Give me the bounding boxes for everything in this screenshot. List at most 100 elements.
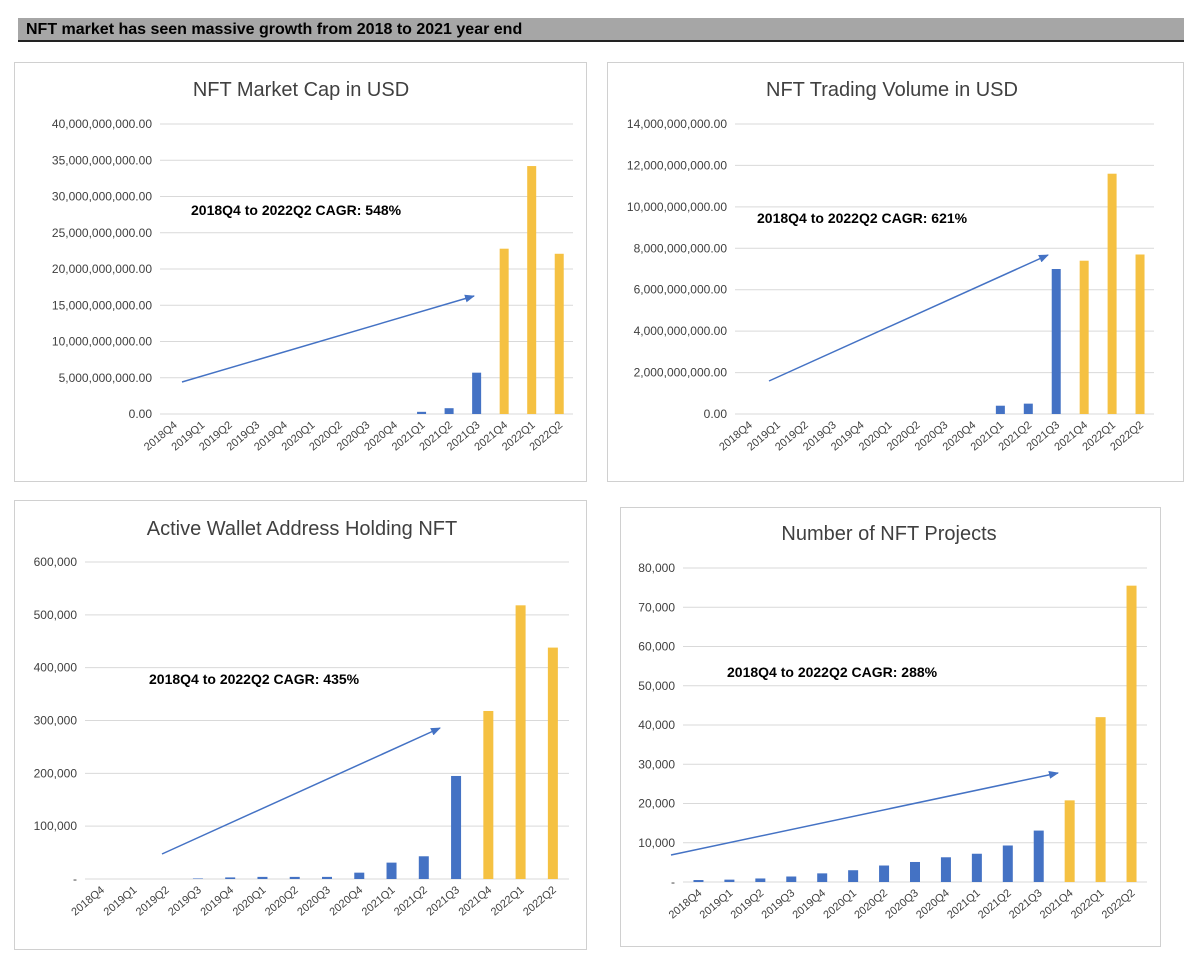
y-tick-label: 600,000: [34, 555, 78, 569]
chart-market-cap: NFT Market Cap in USD 0.00 5,000,000,000.0…: [52, 79, 573, 453]
bar-2021Q4: [1079, 260, 1089, 414]
x-tick-label: 2020Q1: [231, 884, 269, 918]
x-tick-label: 2020Q1: [821, 887, 859, 921]
x-tick-label: 2020Q2: [852, 887, 890, 921]
bar-2018Q4: [693, 880, 704, 882]
bar-2019Q4: [225, 877, 236, 879]
x-tick-label: 2022Q2: [521, 884, 559, 918]
bar-2021Q2: [444, 408, 454, 414]
y-tick-label: 70,000: [638, 600, 675, 614]
y-tick-label: 10,000,000,000.00: [52, 335, 152, 349]
bar-2022Q2: [1126, 585, 1137, 882]
y-tick-label: 4,000,000,000.00: [634, 324, 728, 338]
bar-2020Q4: [354, 872, 365, 879]
x-tick-label: 2021Q1: [360, 884, 398, 918]
cagr-annotation: 2018Q4 to 2022Q2 CAGR: 548%: [191, 202, 402, 218]
bar-2019Q4: [817, 873, 828, 882]
y-tick-label: 80,000: [638, 561, 675, 575]
x-tick-label: 2019Q2: [729, 887, 767, 921]
bar-2021Q1: [971, 853, 982, 882]
y-tick-label: 5,000,000,000.00: [59, 371, 153, 385]
bar-2022Q2: [554, 253, 564, 414]
bar-2020Q1: [257, 876, 268, 879]
y-tick-label: 20,000,000,000.00: [52, 262, 152, 276]
x-tick-label: 2022Q1: [489, 884, 527, 918]
x-tick-label: 2019Q3: [759, 887, 797, 921]
x-tick-label: 2018Q4: [667, 887, 705, 921]
chart-title: Active Wallet Address Holding NFT: [147, 518, 457, 540]
trend-arrow: [768, 254, 1049, 382]
bar-2020Q1: [848, 870, 859, 882]
x-tick-label: 2019Q1: [102, 884, 140, 918]
bar-2021Q3: [472, 372, 482, 414]
bar-2021Q1: [417, 411, 427, 414]
bar-2021Q4: [499, 248, 509, 414]
y-tick-label: 35,000,000,000.00: [52, 153, 152, 167]
chart-trading-volume: NFT Trading Volume in USD 0.00 2,000,000,0…: [627, 79, 1154, 453]
y-tick-label: 400,000: [34, 661, 78, 675]
chart-title: NFT Market Cap in USD: [193, 79, 409, 101]
bar-2021Q2: [1023, 403, 1033, 414]
bar-2022Q2: [1135, 254, 1145, 414]
x-tick-label: 2018Q4: [69, 884, 107, 918]
y-tick-label: 20,000: [638, 797, 675, 811]
x-tick-label: 2021Q3: [1007, 887, 1045, 921]
bar-2020Q3: [910, 861, 920, 882]
cagr-annotation: 2018Q4 to 2022Q2 CAGR: 621%: [757, 210, 968, 226]
bar-2021Q3: [1033, 830, 1044, 882]
y-tick-label: 15,000,000,000.00: [52, 298, 152, 312]
x-tick-label: 2022Q1: [1069, 887, 1107, 921]
y-tick-label: 500,000: [34, 608, 78, 622]
chart-nft-projects: Number of NFT Projects - 10,000 20,000 30,00…: [638, 523, 1147, 921]
x-tick-label: 2021Q4: [457, 884, 495, 918]
x-tick-label: 2020Q4: [327, 884, 365, 918]
trend-arrow: [161, 727, 441, 855]
bar-2022Q1: [515, 605, 526, 879]
y-tick-label: 10,000: [638, 836, 675, 850]
bar-2020Q2: [289, 876, 300, 879]
bar-2019Q1: [724, 879, 735, 882]
bar-2022Q2: [547, 647, 558, 879]
y-tick-label: 100,000: [34, 819, 78, 833]
x-tick-label: 2020Q4: [914, 887, 952, 921]
chart-panel-trading-volume: NFT Trading Volume in USD 0.00 2,000,000,0…: [607, 62, 1184, 482]
x-tick-label: 2021Q2: [976, 887, 1014, 921]
bar-2022Q1: [527, 166, 537, 414]
chart-title: Number of NFT Projects: [781, 523, 996, 545]
y-tick-label: 14,000,000,000.00: [627, 117, 727, 131]
x-tick-label: 2020Q2: [263, 884, 301, 918]
bar-2021Q2: [418, 856, 429, 879]
x-tick-label: 2019Q2: [134, 884, 172, 918]
trend-arrow: [670, 770, 1059, 856]
y-tick-label: 60,000: [638, 640, 675, 654]
chart-panel-active-wallets: Active Wallet Address Holding NFT - 100,00…: [14, 500, 587, 950]
y-tick-label: 30,000: [638, 757, 675, 771]
x-tick-label: 2019Q4: [790, 887, 828, 921]
y-tick-label: 6,000,000,000.00: [634, 283, 728, 297]
bar-2021Q4: [483, 710, 494, 879]
y-tick-label: 12,000,000,000.00: [627, 158, 727, 172]
x-tick-label: 2021Q1: [945, 887, 983, 921]
y-tick-label: 40,000: [638, 718, 675, 732]
x-tick-label: 2019Q1: [698, 887, 736, 921]
trend-arrow: [181, 294, 475, 383]
bar-2021Q1: [386, 862, 397, 879]
chart-panel-market-cap: NFT Market Cap in USD 0.00 5,000,000,000.0…: [14, 62, 587, 482]
x-tick-label: 2021Q4: [1038, 887, 1076, 921]
chart-title: NFT Trading Volume in USD: [766, 79, 1018, 101]
y-tick-label: 300,000: [34, 714, 78, 728]
y-tick-label: -: [671, 875, 675, 889]
bar-2022Q1: [1095, 717, 1106, 882]
y-tick-label: -: [73, 872, 77, 886]
cagr-annotation: 2018Q4 to 2022Q2 CAGR: 435%: [149, 671, 360, 687]
page-banner-title: NFT market has seen massive growth from …: [18, 18, 1184, 42]
y-tick-label: 0.00: [129, 407, 153, 421]
bar-2021Q4: [1064, 800, 1075, 882]
bar-2020Q4: [940, 857, 951, 882]
y-tick-label: 40,000,000,000.00: [52, 117, 152, 131]
chart-panel-nft-projects: Number of NFT Projects - 10,000 20,000 30,00…: [620, 507, 1161, 947]
y-tick-label: 2,000,000,000.00: [634, 366, 728, 380]
x-tick-label: 2019Q3: [166, 884, 204, 918]
bar-2021Q3: [1051, 269, 1061, 414]
y-tick-label: 25,000,000,000.00: [52, 226, 152, 240]
